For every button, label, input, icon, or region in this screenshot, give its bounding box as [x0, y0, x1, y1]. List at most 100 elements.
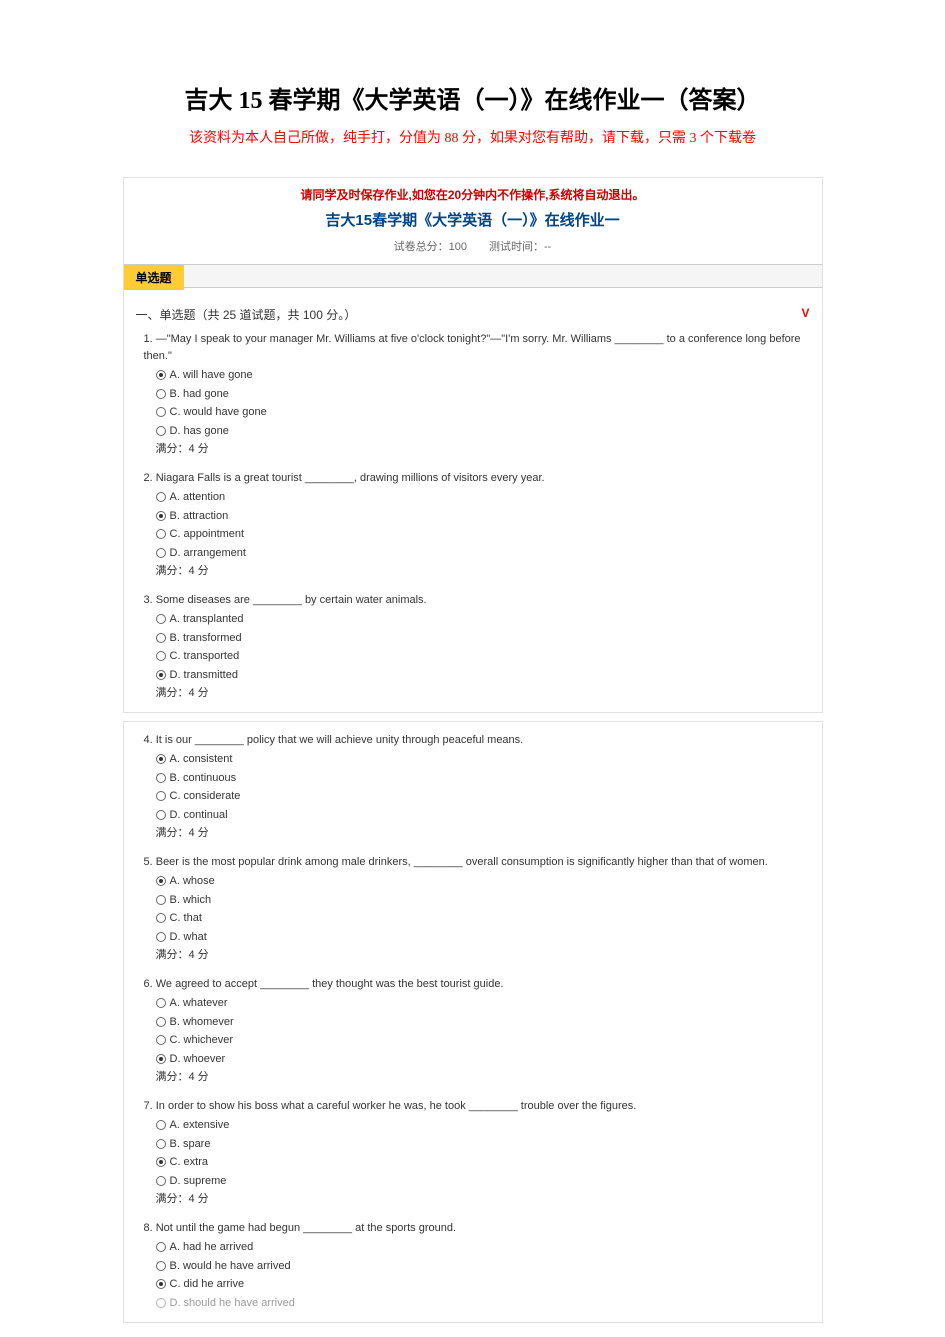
- option[interactable]: B. had gone: [144, 385, 810, 404]
- option[interactable]: A. extensive: [144, 1116, 810, 1135]
- radio-icon[interactable]: [156, 1298, 166, 1308]
- radio-icon[interactable]: [156, 1120, 166, 1130]
- option[interactable]: A. consistent: [144, 750, 810, 769]
- radio-icon[interactable]: [156, 548, 166, 558]
- radio-icon[interactable]: [156, 1279, 166, 1289]
- radio-icon[interactable]: [156, 1176, 166, 1186]
- option[interactable]: D. what: [144, 928, 810, 947]
- option[interactable]: B. continuous: [144, 769, 810, 788]
- option[interactable]: B. whomever: [144, 1013, 810, 1032]
- option[interactable]: A. had he arrived: [144, 1238, 810, 1257]
- option[interactable]: C. appointment: [144, 525, 810, 544]
- radio-icon[interactable]: [156, 407, 166, 417]
- radio-icon[interactable]: [156, 1017, 166, 1027]
- question-text: 1. —"May I speak to your manager Mr. Wil…: [144, 331, 810, 364]
- question-text: 3. Some diseases are ________ by certain…: [144, 592, 810, 609]
- option[interactable]: C. would have gone: [144, 403, 810, 422]
- radio-icon[interactable]: [156, 1261, 166, 1271]
- option[interactable]: A. whatever: [144, 994, 810, 1013]
- question-text: 8. Not until the game had begun ________…: [144, 1220, 810, 1237]
- score-label: 满分：4 分: [144, 824, 810, 842]
- radio-icon[interactable]: [156, 1054, 166, 1064]
- option[interactable]: A. whose: [144, 872, 810, 891]
- radio-icon[interactable]: [156, 998, 166, 1008]
- option[interactable]: C. transported: [144, 647, 810, 666]
- option-label: D. supreme: [170, 1173, 227, 1190]
- radio-icon[interactable]: [156, 511, 166, 521]
- radio-icon[interactable]: [156, 913, 166, 923]
- option[interactable]: B. transformed: [144, 629, 810, 648]
- option-label: A. consistent: [170, 751, 233, 768]
- radio-icon[interactable]: [156, 529, 166, 539]
- option-label: C. would have gone: [170, 404, 267, 421]
- option-label: A. had he arrived: [170, 1239, 254, 1256]
- score-label: 满分：4 分: [144, 440, 810, 458]
- question: 8. Not until the game had begun ________…: [124, 1218, 822, 1323]
- option[interactable]: C. extra: [144, 1153, 810, 1172]
- option[interactable]: B. spare: [144, 1135, 810, 1154]
- option-label: D. continual: [170, 807, 228, 824]
- quiz-notice: 请同学及时保存作业,如您在20分钟内不作操作,系统将自动退出。: [124, 178, 822, 205]
- radio-icon[interactable]: [156, 773, 166, 783]
- radio-icon[interactable]: [156, 614, 166, 624]
- option[interactable]: D. should he have arrived: [144, 1294, 810, 1313]
- radio-icon[interactable]: [156, 810, 166, 820]
- option[interactable]: B. would he have arrived: [144, 1257, 810, 1276]
- score-label: 满分：4 分: [144, 684, 810, 702]
- option-label: A. transplanted: [170, 611, 244, 628]
- option[interactable]: A. transplanted: [144, 610, 810, 629]
- option[interactable]: D. whoever: [144, 1050, 810, 1069]
- option[interactable]: C. considerate: [144, 787, 810, 806]
- radio-icon[interactable]: [156, 426, 166, 436]
- option-label: D. what: [170, 929, 207, 946]
- option[interactable]: D. arrangement: [144, 544, 810, 563]
- option-label: A. whatever: [170, 995, 228, 1012]
- option[interactable]: D. supreme: [144, 1172, 810, 1191]
- page-title: 吉大 15 春学期《大学英语（一）》在线作业一（答案）: [0, 80, 945, 115]
- radio-icon[interactable]: [156, 651, 166, 661]
- option[interactable]: C. whichever: [144, 1031, 810, 1050]
- radio-icon[interactable]: [156, 1242, 166, 1252]
- option-label: C. considerate: [170, 788, 241, 805]
- radio-icon[interactable]: [156, 754, 166, 764]
- option-label: A. extensive: [170, 1117, 230, 1134]
- score-label: 满分：4 分: [144, 562, 810, 580]
- score-label: 满分：4 分: [144, 946, 810, 964]
- option-label: C. transported: [170, 648, 240, 665]
- radio-icon[interactable]: [156, 895, 166, 905]
- option-label: C. appointment: [170, 526, 245, 543]
- option[interactable]: D. has gone: [144, 422, 810, 441]
- option-label: B. which: [170, 892, 212, 909]
- radio-icon[interactable]: [156, 633, 166, 643]
- radio-icon[interactable]: [156, 492, 166, 502]
- option-label: D. arrangement: [170, 545, 246, 562]
- option-label: D. should he have arrived: [170, 1295, 295, 1312]
- radio-icon[interactable]: [156, 932, 166, 942]
- radio-icon[interactable]: [156, 791, 166, 801]
- option-label: C. extra: [170, 1154, 209, 1171]
- radio-icon[interactable]: [156, 1139, 166, 1149]
- option[interactable]: B. which: [144, 891, 810, 910]
- radio-icon[interactable]: [156, 876, 166, 886]
- option-label: C. whichever: [170, 1032, 234, 1049]
- option[interactable]: A. attention: [144, 488, 810, 507]
- option[interactable]: D. transmitted: [144, 666, 810, 685]
- radio-icon[interactable]: [156, 370, 166, 380]
- option[interactable]: B. attraction: [144, 507, 810, 526]
- quiz-title: 吉大15春学期《大学英语（一）》在线作业一: [124, 205, 822, 234]
- question: 5. Beer is the most popular drink among …: [124, 852, 822, 974]
- radio-icon[interactable]: [156, 1035, 166, 1045]
- question-text: 4. It is our ________ policy that we wil…: [144, 732, 810, 749]
- radio-icon[interactable]: [156, 1157, 166, 1167]
- score-label: 满分：4 分: [144, 1068, 810, 1086]
- subtitle: 该资料为本人自己所做，纯手打，分值为 88 分，如果对您有帮助，请下载，只需 3…: [0, 127, 945, 147]
- option[interactable]: C. that: [144, 909, 810, 928]
- option[interactable]: D. continual: [144, 806, 810, 825]
- question: 4. It is our ________ policy that we wil…: [124, 730, 822, 852]
- radio-icon[interactable]: [156, 389, 166, 399]
- radio-icon[interactable]: [156, 670, 166, 680]
- tab-single-choice[interactable]: 单选题: [124, 265, 184, 290]
- option[interactable]: C. did he arrive: [144, 1275, 810, 1294]
- option[interactable]: A. will have gone: [144, 366, 810, 385]
- question-text: 6. We agreed to accept ________ they tho…: [144, 976, 810, 993]
